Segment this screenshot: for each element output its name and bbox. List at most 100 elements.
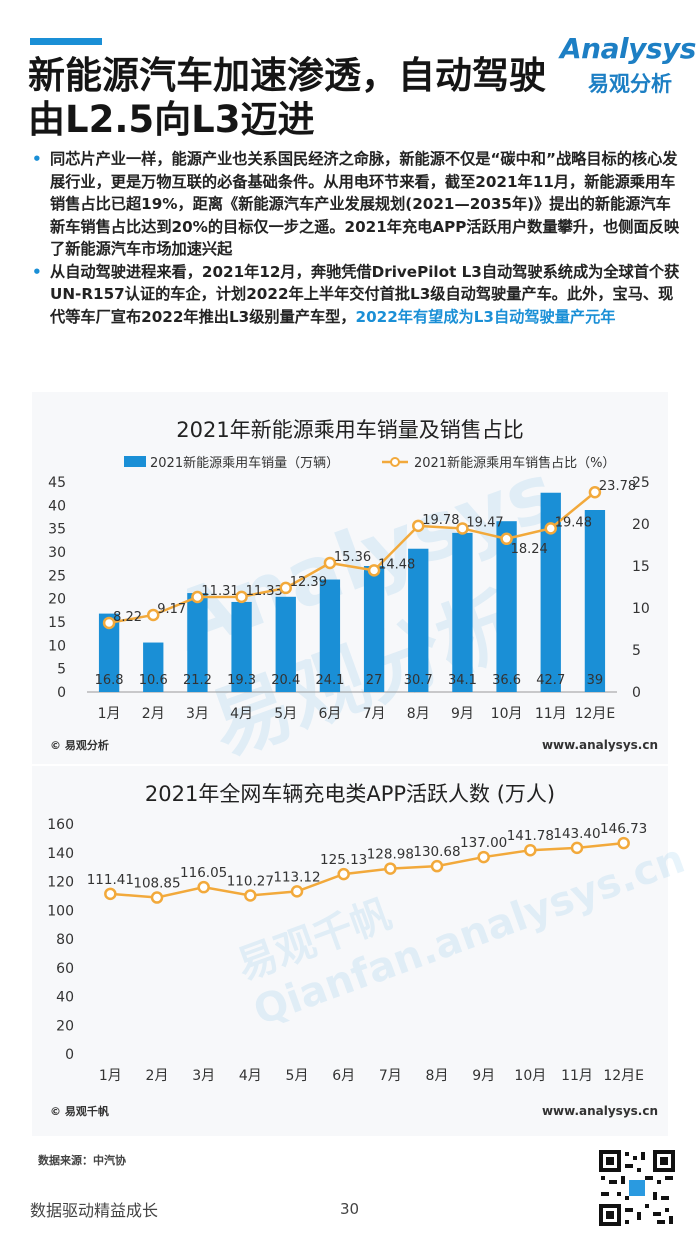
bar-sales [231,601,252,692]
x-tick-label: 8月 [407,706,430,722]
y-tick-left: 15 [48,615,66,631]
qr-code-icon [597,1148,677,1228]
bar-sales [452,532,473,692]
line-point-share [367,564,381,577]
legend-label-line: 2021新能源乘用车销售占比（%） [414,455,615,471]
app-active-line-chart: 2021年全网车辆充电类APP活跃人数 (万人) 0 20 40 60 80 100 120 1… [47,782,658,1118]
x-tick-label: 1月 [99,1068,122,1084]
line-value-label: 111.41 [87,872,134,888]
legend-marker-line [390,457,400,467]
chart-credit-right: www.analysys.cn [542,1104,658,1118]
bullet-item: • 同芯片产业一样，能源产业也关系国民经济之命脉，新能源不仅是“碳中和”战略目标… [30,148,680,261]
line-value-label: 141.78 [507,828,554,844]
bullet-dot-icon: • [32,150,42,168]
chart-panel-sales: Analysys 易观分析 2021年新能源乘用车销量及销售占比2021新能源乘… [32,392,668,773]
y-tick: 160 [47,817,74,833]
bullet-dot-icon: • [32,262,42,281]
line-point-app [477,850,490,864]
line-value-label: 15.36 [334,550,371,565]
y-tick: 120 [47,875,74,891]
line-point-share [500,532,513,546]
y-tick-right: 20 [632,517,650,533]
y-tick-right: 0 [632,685,641,701]
line-point-app [244,889,257,902]
bar-value-label: 27 [366,673,383,688]
line-point-app [384,862,397,875]
y-tick: 0 [65,1047,74,1063]
bar-sales [363,566,385,692]
line-point-share [412,519,425,533]
x-tick-label: 2月 [146,1068,169,1084]
line-point-app [430,859,444,873]
bar-sales [319,579,341,692]
bar-value-label: 34.1 [448,673,477,688]
line-value-label: 11.33 [246,584,283,599]
bar-value-label: 24.1 [315,673,344,688]
line-value-label: 14.48 [378,557,415,572]
bar-sales [143,642,164,692]
x-tick-label: 11月 [561,1068,593,1084]
line-point-share [588,485,602,499]
x-tick-label: 12月E [575,706,616,722]
line-point-app [524,843,537,857]
x-tick-label: 6月 [318,706,341,722]
bar-sales [540,492,561,692]
line-value-label: 19.47 [466,515,503,530]
logo-text-cn: 易观分析 [588,72,672,96]
line-point-share [191,590,204,604]
line-value-label: 11.31 [201,584,238,599]
line-point-share [102,616,116,630]
bullet-item: • 从自动驾驶进程来看，2021年12月，奔驰凭借DrivePilot L3自动… [30,261,680,329]
x-tick-label: 11月 [535,706,567,722]
chart-panel-app: 易观千帆 Qianfan.analysys.cn 2021年全网车辆充电类APP… [32,766,691,1136]
line-value-label: 130.68 [413,844,460,860]
line-point-app [337,867,350,881]
line-value-label: 110.27 [227,873,274,889]
y-tick: 40 [56,990,74,1006]
y-tick: 60 [56,961,74,977]
y-tick-right: 15 [632,559,650,575]
line-value-label: 18.24 [511,542,548,557]
legend-swatch-bar [124,456,146,467]
y-tick: 80 [56,932,74,948]
bullet-highlight: 2022年有望成为L3自动驾驶量产元年 [355,307,616,326]
title-accent-bar [30,38,102,45]
line-point-share [544,522,557,535]
line-value-label: 113.12 [273,869,320,885]
y-tick-left: 35 [48,522,66,538]
x-tick-label: 5月 [286,1068,309,1084]
y-tick-right: 5 [632,643,641,659]
y-tick-left: 0 [57,685,66,701]
line-value-label: 108.85 [133,876,180,892]
logo-text-en: Analysys [560,32,696,65]
x-tick-label: 10月 [491,706,523,722]
y-tick-left: 10 [48,638,66,654]
series-line-share [108,491,596,625]
legend-label-bar: 2021新能源乘用车销量（万辆） [150,455,339,471]
x-tick-label: 9月 [451,706,474,722]
line-point-share [279,581,292,595]
bar-value-label: 36.6 [492,673,521,688]
bullet-text: 同芯片产业一样，能源产业也关系国民经济之命脉，新能源不仅是“碳中和”战略目标的核… [50,150,680,258]
line-point-app [104,887,117,901]
line-value-label: 23.78 [599,479,636,494]
line-point-app [150,891,164,904]
bar-sales [496,521,517,692]
y-tick-left: 20 [48,592,66,608]
line-value-label: 116.05 [180,865,227,881]
y-tick-left: 45 [48,475,66,491]
line-value-label: 128.98 [367,847,414,863]
y-tick-right: 10 [632,601,650,617]
x-tick-label: 3月 [186,706,209,722]
line-value-label: 19.48 [555,515,592,530]
data-source: 数据来源：中汽协 [38,1154,126,1167]
bar-value-label: 30.7 [404,673,433,688]
page-title: 新能源汽车加速渗透，自动驾驶由L2.5向L3迈进 [28,54,546,141]
y-tick: 100 [47,903,74,919]
x-tick-label: 3月 [192,1068,215,1084]
page-number: 30 [340,1200,360,1218]
footer-slogan: 数据驱动精益成长 [30,1201,159,1220]
analysys-logo: Analysys 易观分析 [560,30,696,100]
bar-value-label: 16.8 [95,673,124,688]
y-tick-left: 5 [57,662,66,678]
